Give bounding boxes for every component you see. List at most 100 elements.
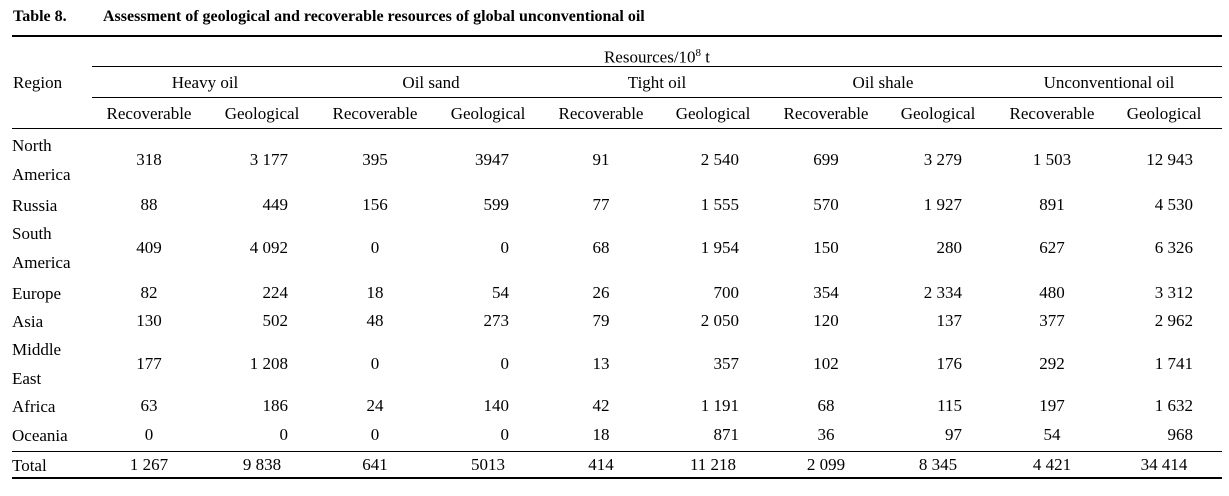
subheader-recoverable: Recoverable <box>1009 104 1095 123</box>
table-cell: 6 326 <box>1154 238 1193 257</box>
table-cell: 0 <box>500 425 510 444</box>
table-cell: 570 <box>813 195 839 214</box>
table-cell: 480 <box>1039 283 1065 302</box>
table-cell: 0 <box>500 238 510 257</box>
table-cell: 318 <box>136 150 162 169</box>
table-cell: 449 <box>262 195 289 214</box>
table-cell: 1 632 <box>1154 396 1193 415</box>
header-bottom-rule <box>12 128 1222 129</box>
table-cell: 3 279 <box>923 150 962 169</box>
subheader-recoverable: Recoverable <box>106 104 192 123</box>
table-cell: 176 <box>936 354 963 373</box>
top-rule <box>12 35 1222 37</box>
table-cell: 1 954 <box>700 238 739 257</box>
table-cell: 273 <box>483 311 510 330</box>
table-cell: 3947 <box>475 150 509 169</box>
table-cell: 377 <box>1039 311 1065 330</box>
table-caption: Table 8. Assessment of geological and rec… <box>13 6 645 28</box>
total-rule <box>12 451 1222 452</box>
total-label: Total <box>12 455 47 475</box>
table-cell: 354 <box>813 283 839 302</box>
table-cell: 36 <box>817 425 835 444</box>
table-cell: 137 <box>936 311 963 330</box>
table-cell: 77 <box>592 195 610 214</box>
table-cell: 2 540 <box>700 150 739 169</box>
bottom-rule <box>12 477 1222 479</box>
table-cell: 13 <box>592 354 610 373</box>
table-cell: 0 <box>279 425 289 444</box>
table-label: Table 8. <box>13 8 67 25</box>
table-cell: 2 050 <box>700 311 739 330</box>
region-label: Russia <box>12 195 58 215</box>
table-cell: 91 <box>592 150 610 169</box>
table-cell: 2 962 <box>1154 311 1193 330</box>
table-cell: 0 <box>370 354 380 373</box>
table-cell: 280 <box>936 238 963 257</box>
table-cell: 3 177 <box>249 150 288 169</box>
table-cell: 11 218 <box>689 455 737 474</box>
table-title: Assessment of geological and recoverable… <box>103 8 645 25</box>
group-header: Tight oil <box>627 73 687 92</box>
table-cell: 63 <box>140 396 158 415</box>
group-header: Oil shale <box>852 73 914 92</box>
table-cell: 3 312 <box>1154 283 1193 302</box>
table-cell: 891 <box>1039 195 1065 214</box>
subheader-geological: Geological <box>1126 104 1202 123</box>
table-cell: 871 <box>713 425 740 444</box>
table-cell: 97 <box>945 425 962 444</box>
table-cell: 82 <box>140 283 158 302</box>
table-cell: 0 <box>370 425 380 444</box>
table-cell: 177 <box>136 354 162 373</box>
table-cell: 409 <box>136 238 162 257</box>
group-header: Oil sand <box>402 73 460 92</box>
table-cell: 1 555 <box>700 195 739 214</box>
subheader-geological: Geological <box>450 104 526 123</box>
group-header: Unconventional oil <box>1043 73 1175 92</box>
table-cell: 641 <box>362 455 388 474</box>
region-label: South America <box>12 224 71 272</box>
region-label: Asia <box>12 311 44 331</box>
subheader-geological: Geological <box>675 104 751 123</box>
subheader-recoverable: Recoverable <box>558 104 644 123</box>
table-cell: 1 267 <box>129 455 169 474</box>
table-cell: 292 <box>1039 354 1065 373</box>
table-cell: 26 <box>592 283 610 302</box>
table-cell: 395 <box>362 150 388 169</box>
table-cell: 1 741 <box>1154 354 1193 373</box>
table-cell: 700 <box>713 283 740 302</box>
table-cell: 4 530 <box>1154 195 1193 214</box>
table-cell: 102 <box>813 354 839 373</box>
table-cell: 68 <box>817 396 835 415</box>
region-label: Africa <box>12 396 56 416</box>
table-cell: 0 <box>370 238 380 257</box>
table-cell: 599 <box>483 195 510 214</box>
region-label: Europe <box>12 283 62 303</box>
table-cell: 0 <box>144 425 154 444</box>
subheader-recoverable: Recoverable <box>783 104 869 123</box>
subheader-recoverable: Recoverable <box>332 104 418 123</box>
table-cell: 130 <box>136 311 162 330</box>
table-cell: 156 <box>362 195 388 214</box>
table-cell: 8 345 <box>918 455 958 474</box>
table-cell: 357 <box>713 354 740 373</box>
table-cell: 79 <box>592 311 610 330</box>
table-cell: 42 <box>592 396 610 415</box>
region-label: North America <box>12 136 71 184</box>
table-cell: 68 <box>592 238 610 257</box>
table-cell: 224 <box>262 283 289 302</box>
table-cell: 150 <box>813 238 839 257</box>
table-cell: 186 <box>262 396 289 415</box>
table-cell: 115 <box>937 396 962 415</box>
subheader-geological: Geological <box>224 104 300 123</box>
table-cell: 627 <box>1039 238 1065 257</box>
table-cell: 4 092 <box>249 238 288 257</box>
table-cell: 1 208 <box>249 354 288 373</box>
table-cell: 5013 <box>471 455 505 474</box>
table-cell: 88 <box>140 195 158 214</box>
region-header: Region <box>13 73 63 92</box>
table-cell: 1 927 <box>923 195 962 214</box>
table-cell: 9 838 <box>242 455 282 474</box>
group-header: Heavy oil <box>171 73 239 92</box>
table-cell: 1 503 <box>1032 150 1072 169</box>
subheader-rule <box>92 97 1222 98</box>
